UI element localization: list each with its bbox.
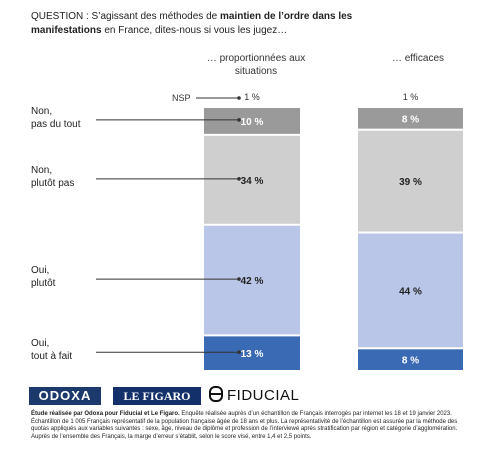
partner-logos: ODOXA LE FIGARO FIDUCIAL xyxy=(29,385,329,407)
nsp-category-label: NSP xyxy=(172,93,191,103)
category-label: Oui, plutôt xyxy=(31,265,56,289)
odoxa-logo: ODOXA xyxy=(29,387,101,405)
bar-segment-1 xyxy=(204,225,300,335)
nsp-value-label: 1 % xyxy=(244,92,260,102)
question-text: QUESTION : S’agissant des méthodes de ma… xyxy=(31,10,371,38)
data-label: 8 % xyxy=(402,356,419,367)
bar-segment-1 xyxy=(358,233,463,348)
data-label: 8 % xyxy=(402,114,419,125)
leader-dot xyxy=(237,177,241,181)
data-label: 42 % xyxy=(241,276,264,287)
bar-segment-0 xyxy=(358,349,463,370)
bar-segment-2 xyxy=(204,135,300,224)
nsp-value-label: 1 % xyxy=(403,92,419,102)
question-prefix: QUESTION : S’agissant des méthodes de xyxy=(31,11,220,22)
bar-segment-0 xyxy=(204,336,300,370)
bar-segment-3 xyxy=(358,108,463,129)
question-suffix: en France, dites-nous si vous les jugez… xyxy=(101,25,288,36)
leader-dot xyxy=(237,350,241,354)
data-label: 10 % xyxy=(241,117,264,128)
column-header-efficaces: … efficaces xyxy=(391,53,445,64)
data-label: 44 % xyxy=(399,286,422,297)
data-label: 39 % xyxy=(399,177,422,188)
category-label: Non, plutôt pas xyxy=(31,165,74,189)
study-note-text: Enquête réalisée auprès d’un échantillon… xyxy=(31,411,458,440)
question-bold: maintien de l’ordre dans les manifestati… xyxy=(31,11,353,36)
leader-dot xyxy=(237,96,241,100)
category-label: Non, pas du tout xyxy=(31,106,81,130)
le-figaro-logo: LE FIGARO xyxy=(113,387,201,405)
bar-segment-2 xyxy=(358,130,463,232)
study-note-bold: Étude réalisée par Odoxa pour Fiducial e… xyxy=(31,411,180,417)
stacked-bar-chart: 10 % 34 % 42 % 13 % 1 % 8 % 39 % 44 % 8 % 1 % NSP N… xyxy=(31,92,463,370)
bar-segment-3 xyxy=(204,108,300,134)
category-label: Oui, tout à fait xyxy=(31,338,72,362)
study-methodology-note: Étude réalisée par Odoxa pour Fiducial e… xyxy=(31,411,471,441)
leader-dot xyxy=(237,118,241,122)
data-label: 13 % xyxy=(241,349,264,360)
leader-dot xyxy=(237,277,241,281)
fiducial-logo: FIDUCIAL xyxy=(209,386,324,406)
data-label: 34 % xyxy=(241,176,264,187)
column-header-proportionnees: … proportionnées aux situations xyxy=(206,53,306,77)
fiducial-mark-icon xyxy=(209,386,223,402)
